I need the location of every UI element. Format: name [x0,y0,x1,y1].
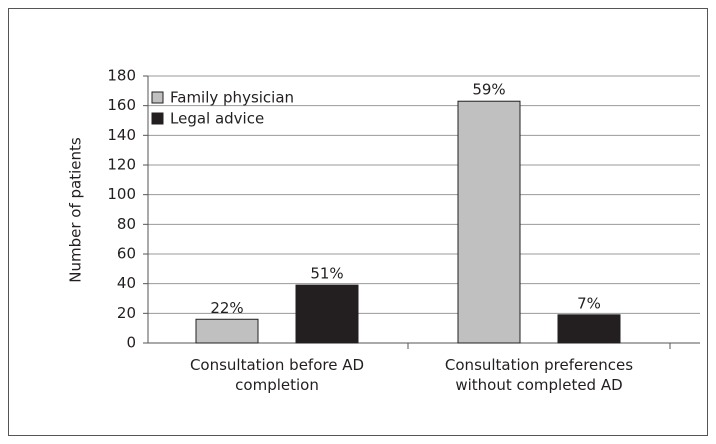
y-tick-label: 20 [117,304,136,322]
frame [8,8,708,436]
bar [457,100,521,344]
x-tick-label: Consultation preferences without complet… [444,356,634,394]
data-label: 7% [577,294,601,312]
legend-swatch [151,112,164,125]
y-tick-label: 40 [117,274,136,292]
y-tick-label: 100 [107,185,136,203]
y-axis-label: Number of patients [67,137,85,283]
data-label: 22% [210,299,243,317]
y-tick-label: 160 [107,96,136,114]
data-label: 59% [472,81,505,99]
y-tick-label: 0 [126,334,136,352]
data-label: 51% [310,265,343,283]
y-tick-label: 180 [107,67,136,85]
legend-swatch [151,91,164,104]
y-tick-label: 140 [107,126,136,144]
bar [195,318,259,344]
x-tick-label: Consultation before AD completion [189,356,365,394]
y-tick-label: 120 [107,156,136,174]
legend-label: Family physician [170,89,294,107]
bar [295,284,359,344]
y-tick-label: 60 [117,245,136,263]
legend-label: Legal advice [170,110,264,128]
y-tick-label: 80 [117,215,136,233]
bar [557,314,621,344]
